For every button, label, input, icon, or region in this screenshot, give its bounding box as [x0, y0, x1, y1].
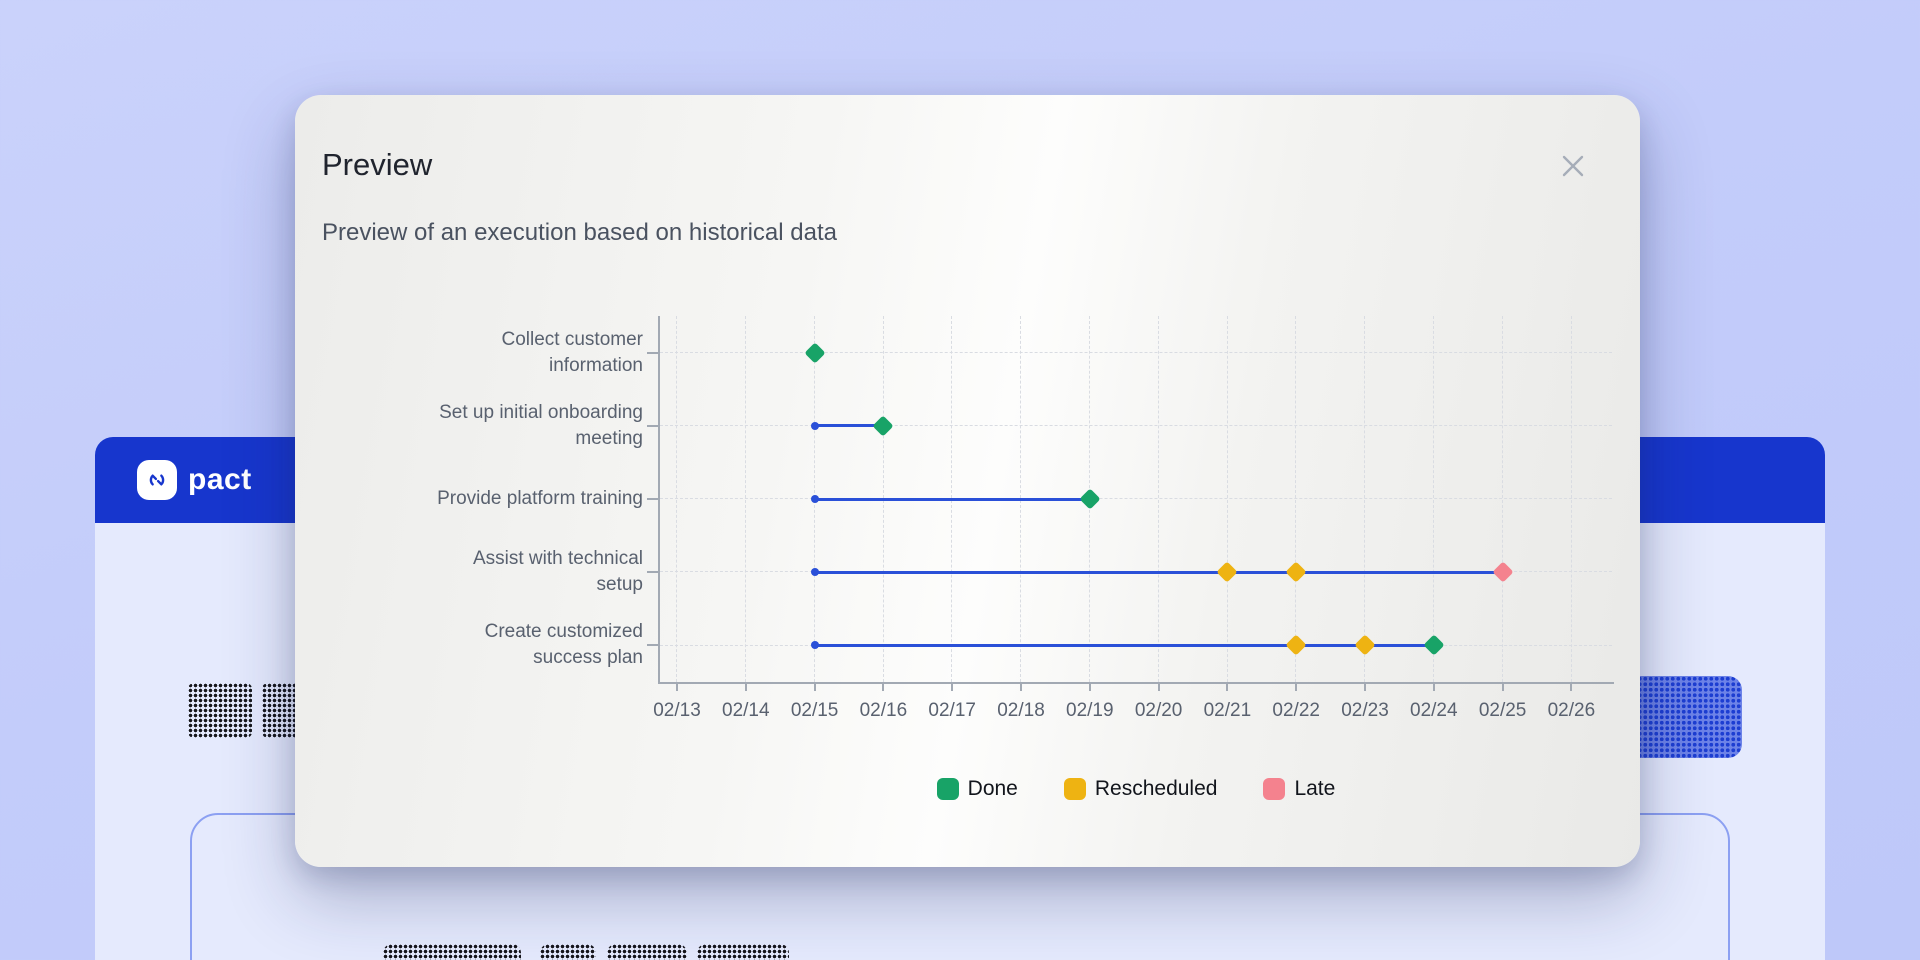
- chart-x-tick-label: 02/23: [1341, 700, 1389, 721]
- modal-subtitle: Preview of an execution based on histori…: [322, 219, 837, 246]
- legend-item: Rescheduled: [1063, 777, 1218, 801]
- chart-row-label: Provide platform training: [437, 488, 643, 509]
- chart-x-tick-label: 02/15: [790, 700, 839, 721]
- chart-x-tick: [1157, 684, 1160, 691]
- modal-title: Preview: [322, 147, 433, 182]
- legend-label: Late: [1294, 777, 1336, 800]
- chart-row-label: Set up initial onboarding meeting: [439, 401, 643, 449]
- chart-marker-rescheduled: [1354, 634, 1376, 656]
- chart-x-tick-label: 02/13: [653, 700, 701, 721]
- decoration-halftone-block: [697, 944, 789, 960]
- legend-item: Done: [936, 777, 1018, 801]
- chart-marker-done: [1079, 488, 1101, 510]
- legend-item: Late: [1263, 777, 1335, 801]
- chart-x-tick-label: 02/21: [1203, 700, 1252, 721]
- chart-y-tick: [647, 644, 660, 647]
- close-icon: [1562, 155, 1584, 176]
- chart-marker-rescheduled: [1216, 561, 1238, 583]
- decoration-halftone-block: [607, 944, 687, 960]
- chart-legend: Done Rescheduled Late: [660, 773, 1612, 805]
- chart-x-tick: [1295, 684, 1298, 691]
- chart-task-start-dot: [810, 421, 819, 430]
- legend-label: Done: [967, 777, 1018, 800]
- chart-x-tick: [1432, 684, 1435, 691]
- chart-x-tick: [1570, 684, 1573, 691]
- pact-logo-text: pact: [188, 463, 252, 496]
- chart-x-labels: 02/13 02/14 02/15 02/16 02/17 02/18 02/19 02/20…: [653, 700, 1612, 726]
- chart-x-tick: [1364, 684, 1366, 691]
- chart-x-tick: [882, 684, 885, 691]
- chart-y-tick: [647, 498, 660, 500]
- pact-logo-icon: [137, 460, 177, 500]
- chart-task-start-dot: [810, 641, 819, 650]
- chart-x-tick-label: 02/14: [722, 700, 770, 721]
- chart-x-tick-label: 02/16: [859, 700, 908, 721]
- legend-swatch-rescheduled: [1063, 778, 1086, 800]
- chart-x-tick: [1020, 684, 1022, 691]
- chart-x-tick: [676, 684, 678, 691]
- chart-task-line: [814, 497, 1090, 501]
- chart-plot: [647, 316, 1614, 691]
- chart-x-tick-label: 02/24: [1410, 700, 1458, 721]
- chart-task-line: [814, 643, 1434, 647]
- chart-x-tick-label: 02/17: [928, 700, 976, 721]
- chart-horizontal-gridline: [660, 351, 1612, 353]
- chart-task-line: [814, 424, 884, 428]
- chart-x-tick: [744, 684, 747, 691]
- decoration-halftone-square: [188, 683, 252, 738]
- chart-x-tick: [951, 684, 954, 691]
- chart-marker-late: [1491, 561, 1514, 583]
- decoration-halftone-block: [383, 944, 521, 960]
- chart-row-label: Create customized success plan: [484, 621, 643, 669]
- chart-marker-done: [1423, 634, 1445, 656]
- chart-y-labels: Collect customer information Set up initi…: [398, 316, 643, 682]
- chart-marker-rescheduled: [1285, 634, 1307, 656]
- chart-y-tick: [647, 351, 660, 354]
- chart-x-tick: [1088, 684, 1091, 691]
- preview-modal: Preview Preview of an execution based on…: [295, 95, 1640, 867]
- legend-swatch-done: [936, 778, 959, 800]
- chart-task-start-dot: [810, 568, 819, 577]
- chart-x-tick: [1501, 684, 1504, 691]
- legend-label: Rescheduled: [1094, 777, 1218, 800]
- chart-x-tick: [813, 684, 816, 691]
- chart-row-label: Collect customer information: [501, 328, 644, 376]
- chart-x-tick-label: 02/19: [1066, 700, 1114, 721]
- chart-y-tick: [647, 424, 660, 427]
- chart-marker-done: [872, 415, 894, 437]
- decoration-halftone-block: [540, 944, 596, 960]
- chart-y-tick: [647, 571, 660, 574]
- chart-x-tick-label: 02/26: [1547, 700, 1596, 721]
- chart-marker-rescheduled: [1285, 561, 1307, 583]
- chart-marker-done: [803, 341, 826, 364]
- chart-x-axis: [658, 682, 1614, 684]
- execution-timeline-chart: Collect customer information Set up initi…: [295, 95, 1640, 867]
- chart-horizontal-gridline: [660, 425, 1612, 427]
- chart-y-axis: [658, 316, 660, 684]
- chart-x-tick-label: 02/22: [1272, 700, 1320, 721]
- chart-x-tick: [1226, 684, 1229, 691]
- chart-x-tick-label: 02/25: [1478, 700, 1527, 721]
- chart-task-line: [814, 570, 1503, 574]
- chart-horizontal-gridline: [660, 498, 1612, 500]
- chart-x-tick-label: 02/20: [1134, 700, 1183, 721]
- legend-swatch-late: [1263, 778, 1286, 800]
- chart-task-start-dot: [810, 495, 819, 503]
- pact-logo: pact: [137, 460, 252, 500]
- close-button[interactable]: [1556, 150, 1590, 184]
- chart-x-tick-label: 02/18: [997, 700, 1045, 721]
- chart-row-label: Assist with technical setup: [472, 548, 643, 596]
